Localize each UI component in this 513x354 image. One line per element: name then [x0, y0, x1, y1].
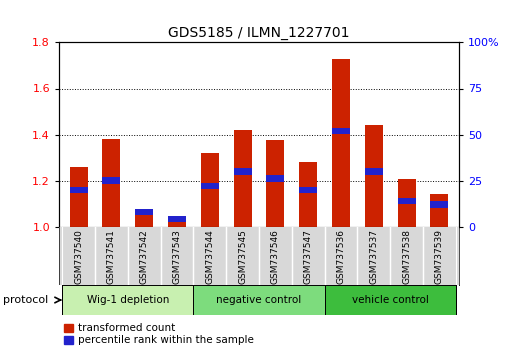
- Bar: [266, 176, 285, 182]
- Bar: [332, 58, 350, 227]
- Bar: [398, 198, 416, 204]
- Bar: [430, 201, 448, 208]
- Text: GSM737540: GSM737540: [74, 229, 83, 284]
- Bar: [168, 219, 186, 227]
- Text: GSM737539: GSM737539: [435, 229, 444, 285]
- Text: GSM737546: GSM737546: [271, 229, 280, 284]
- Title: GDS5185 / ILMN_1227701: GDS5185 / ILMN_1227701: [168, 26, 350, 40]
- Bar: [233, 130, 252, 227]
- Bar: [62, 285, 193, 315]
- Bar: [103, 139, 121, 227]
- Bar: [70, 187, 88, 193]
- Text: GSM737547: GSM737547: [304, 229, 313, 284]
- Bar: [70, 167, 88, 227]
- Bar: [365, 168, 383, 175]
- Text: GSM737541: GSM737541: [107, 229, 116, 284]
- Bar: [266, 140, 285, 227]
- Text: GSM737538: GSM737538: [402, 229, 411, 285]
- Text: GSM737543: GSM737543: [172, 229, 182, 284]
- Text: Wig-1 depletion: Wig-1 depletion: [87, 295, 169, 305]
- Bar: [193, 285, 325, 315]
- Bar: [135, 215, 153, 227]
- Bar: [332, 127, 350, 134]
- Legend: transformed count, percentile rank within the sample: transformed count, percentile rank withi…: [64, 323, 253, 345]
- Text: negative control: negative control: [216, 295, 302, 305]
- Text: GSM737544: GSM737544: [205, 229, 214, 284]
- Text: protocol: protocol: [3, 295, 48, 305]
- Text: vehicle control: vehicle control: [352, 295, 429, 305]
- Bar: [103, 177, 121, 184]
- Text: GSM737542: GSM737542: [140, 229, 149, 284]
- Bar: [201, 153, 219, 227]
- Text: GSM737537: GSM737537: [369, 229, 379, 285]
- Bar: [299, 187, 317, 193]
- Bar: [201, 183, 219, 189]
- Text: GSM737536: GSM737536: [337, 229, 346, 285]
- Bar: [168, 216, 186, 222]
- Text: GSM737545: GSM737545: [238, 229, 247, 284]
- Bar: [135, 209, 153, 215]
- Bar: [233, 168, 252, 175]
- Bar: [365, 125, 383, 227]
- Bar: [398, 179, 416, 227]
- Bar: [325, 285, 456, 315]
- Bar: [430, 194, 448, 227]
- Bar: [299, 162, 317, 227]
